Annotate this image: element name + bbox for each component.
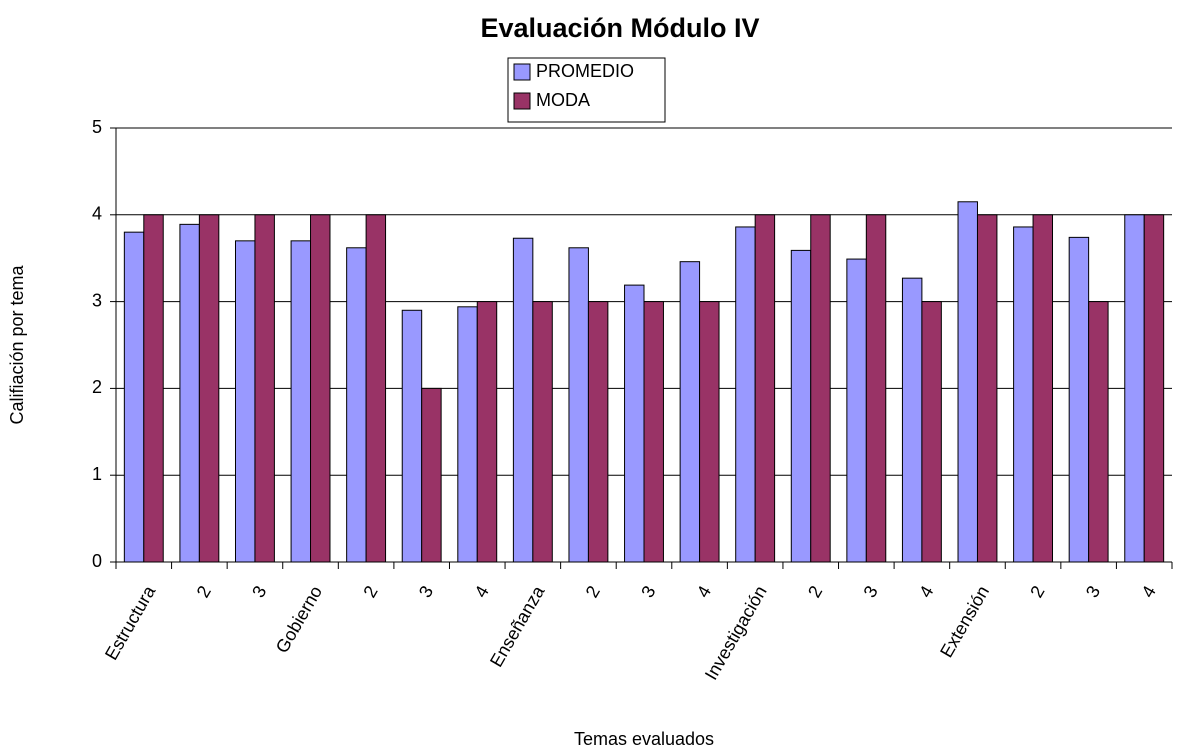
x-tick-label: 2 <box>1026 582 1048 601</box>
y-tick-label: 0 <box>92 551 102 571</box>
x-tick-label: Enseñanza <box>486 582 549 671</box>
bar <box>512 237 534 563</box>
bar <box>1013 226 1034 563</box>
x-tick-label: 2 <box>193 582 215 601</box>
bar <box>846 258 867 563</box>
x-tick-label: 2 <box>582 582 604 601</box>
x-tick-label: 4 <box>471 582 493 601</box>
bar <box>346 247 367 563</box>
x-axis-label: Temas evaluados <box>574 729 714 749</box>
bar <box>198 214 220 563</box>
legend-box <box>507 57 666 123</box>
x-tick-label: 4 <box>693 582 715 601</box>
bar <box>143 214 164 563</box>
x-tick-label: Estructura <box>101 582 160 664</box>
bar <box>1143 214 1165 563</box>
bar <box>254 214 275 563</box>
x-tick-label: 2 <box>804 582 826 601</box>
y-axis-label: Califiación por tema <box>7 264 27 424</box>
x-tick-label: 3 <box>1082 582 1104 601</box>
bar <box>679 261 701 563</box>
bar <box>976 214 998 563</box>
bar <box>901 277 923 563</box>
bar <box>957 201 978 563</box>
legend-label: PROMEDIO <box>536 61 634 81</box>
bar <box>587 301 609 563</box>
bar <box>1032 214 1054 563</box>
y-tick-label: 3 <box>92 290 102 310</box>
bar <box>568 247 589 563</box>
x-tick-label: 3 <box>637 582 659 601</box>
x-tick-label: Extensión <box>936 582 993 660</box>
y-tick-label: 1 <box>92 464 102 484</box>
bar <box>865 214 887 563</box>
chart-title: Evaluación Módulo IV <box>480 13 759 43</box>
bar <box>699 301 720 563</box>
y-tick-label: 2 <box>92 377 102 397</box>
bar <box>476 301 498 563</box>
y-tick-label: 4 <box>92 204 102 224</box>
bar <box>643 301 664 563</box>
bar <box>123 231 145 563</box>
legend-swatch <box>513 63 531 81</box>
x-tick-label: Gobierno <box>272 582 326 656</box>
x-tick-label: 4 <box>1137 582 1159 601</box>
bar <box>1088 301 1109 563</box>
legend-swatch <box>513 92 531 110</box>
y-tick-label: 5 <box>92 117 102 137</box>
bar <box>401 309 423 563</box>
bar <box>179 223 200 563</box>
bar <box>290 240 312 563</box>
x-tick-label: 4 <box>915 582 937 601</box>
x-tick-label: 3 <box>415 582 437 601</box>
bar <box>457 306 478 563</box>
bar <box>365 214 387 563</box>
x-tick-label: 3 <box>860 582 882 601</box>
bar <box>1124 214 1145 563</box>
bar <box>790 249 812 563</box>
bar <box>624 284 645 563</box>
bar <box>234 240 256 563</box>
x-tick-label: 2 <box>359 582 381 601</box>
x-tick-label: 3 <box>248 582 270 601</box>
bar <box>921 301 942 563</box>
bar <box>810 214 831 563</box>
bar <box>735 226 756 563</box>
bar <box>1068 236 1090 563</box>
bar <box>421 387 442 563</box>
bar <box>310 214 331 563</box>
bar <box>532 301 553 563</box>
bar <box>754 214 776 563</box>
legend-label: MODA <box>536 90 590 110</box>
